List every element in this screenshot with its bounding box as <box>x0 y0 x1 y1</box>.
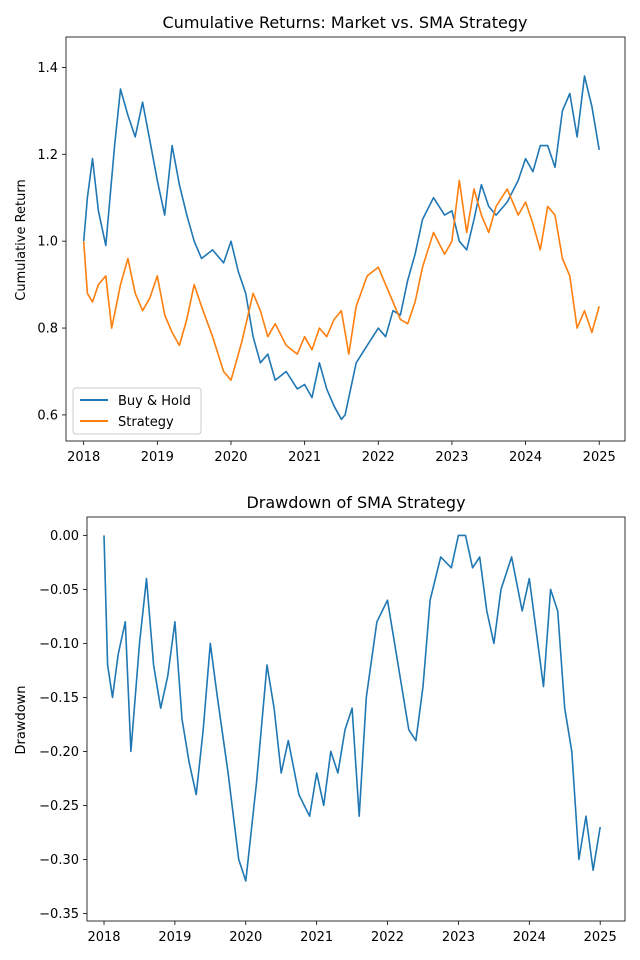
legend-label-buy-hold: Buy & Hold <box>118 394 191 409</box>
x-tick-label: 2018 <box>87 930 120 945</box>
y-tick-label: −0.05 <box>39 583 79 598</box>
axes-frame <box>65 36 626 442</box>
x-tick-label: 2020 <box>214 450 247 465</box>
y-tick-label: −0.10 <box>39 637 79 652</box>
y-tick-label: 0.6 <box>37 408 58 423</box>
series-line-strategy <box>82 179 600 382</box>
legend-label-strategy: Strategy <box>118 415 174 430</box>
x-tick-label: 2024 <box>509 450 542 465</box>
plot-area <box>103 534 601 882</box>
x-tick-label: 2021 <box>288 450 321 465</box>
y-tick-label: 1.2 <box>37 148 58 163</box>
x-axis: 2018 2019 2020 2021 2022 2023 2024 2025 <box>67 441 616 465</box>
y-tick-label: 0.00 <box>50 529 79 544</box>
chart-title: Cumulative Returns: Market vs. SMA Strat… <box>163 13 528 32</box>
y-tick-label: −0.20 <box>39 745 79 760</box>
cumulative-returns-chart: Cumulative Returns: Market vs. SMA Strat… <box>14 13 626 465</box>
series-line-buy-hold <box>82 75 600 421</box>
x-tick-label: 2021 <box>300 930 333 945</box>
x-tick-label: 2019 <box>158 930 191 945</box>
x-tick-label: 2025 <box>584 930 617 945</box>
y-axis-label: Drawdown <box>14 685 29 754</box>
y-tick-label: 0.8 <box>37 322 58 337</box>
x-tick-label: 2023 <box>442 930 475 945</box>
y-tick-label: −0.30 <box>39 853 79 868</box>
x-tick-label: 2023 <box>435 450 468 465</box>
x-tick-label: 2022 <box>362 450 395 465</box>
y-axis-label: Cumulative Return <box>14 179 29 300</box>
series-line-0 <box>103 534 601 882</box>
y-tick-label: 1.0 <box>37 235 58 250</box>
chart-title: Drawdown of SMA Strategy <box>246 493 465 512</box>
x-tick-label: 2025 <box>583 450 616 465</box>
y-axis: 0.6 0.8 1.0 1.2 1.4 <box>37 61 66 423</box>
y-tick-label: −0.15 <box>39 691 79 706</box>
y-tick-label: −0.35 <box>39 907 79 922</box>
drawdown-chart: Drawdown of SMA Strategy Drawdown 2018 20… <box>14 493 626 945</box>
y-axis: 0.00 −0.05 −0.10 −0.15 −0.20 −0.25 −0.30 −0.35 <box>39 529 87 922</box>
axes-frame <box>86 516 626 922</box>
x-tick-label: 2018 <box>67 450 100 465</box>
y-tick-label: −0.25 <box>39 799 79 814</box>
legend: Buy & Hold Strategy <box>72 387 202 435</box>
x-axis: 2018 2019 2020 2021 2022 2023 2024 2025 <box>87 921 617 945</box>
x-tick-label: 2022 <box>371 930 404 945</box>
x-tick-label: 2024 <box>513 930 546 945</box>
y-tick-label: 1.4 <box>37 61 58 76</box>
plot-area <box>82 75 600 421</box>
x-tick-label: 2019 <box>141 450 174 465</box>
x-tick-label: 2020 <box>229 930 262 945</box>
